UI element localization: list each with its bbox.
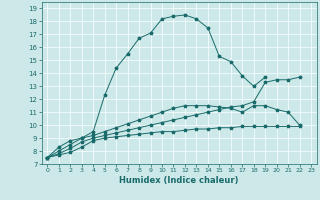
X-axis label: Humidex (Indice chaleur): Humidex (Indice chaleur) xyxy=(119,176,239,185)
